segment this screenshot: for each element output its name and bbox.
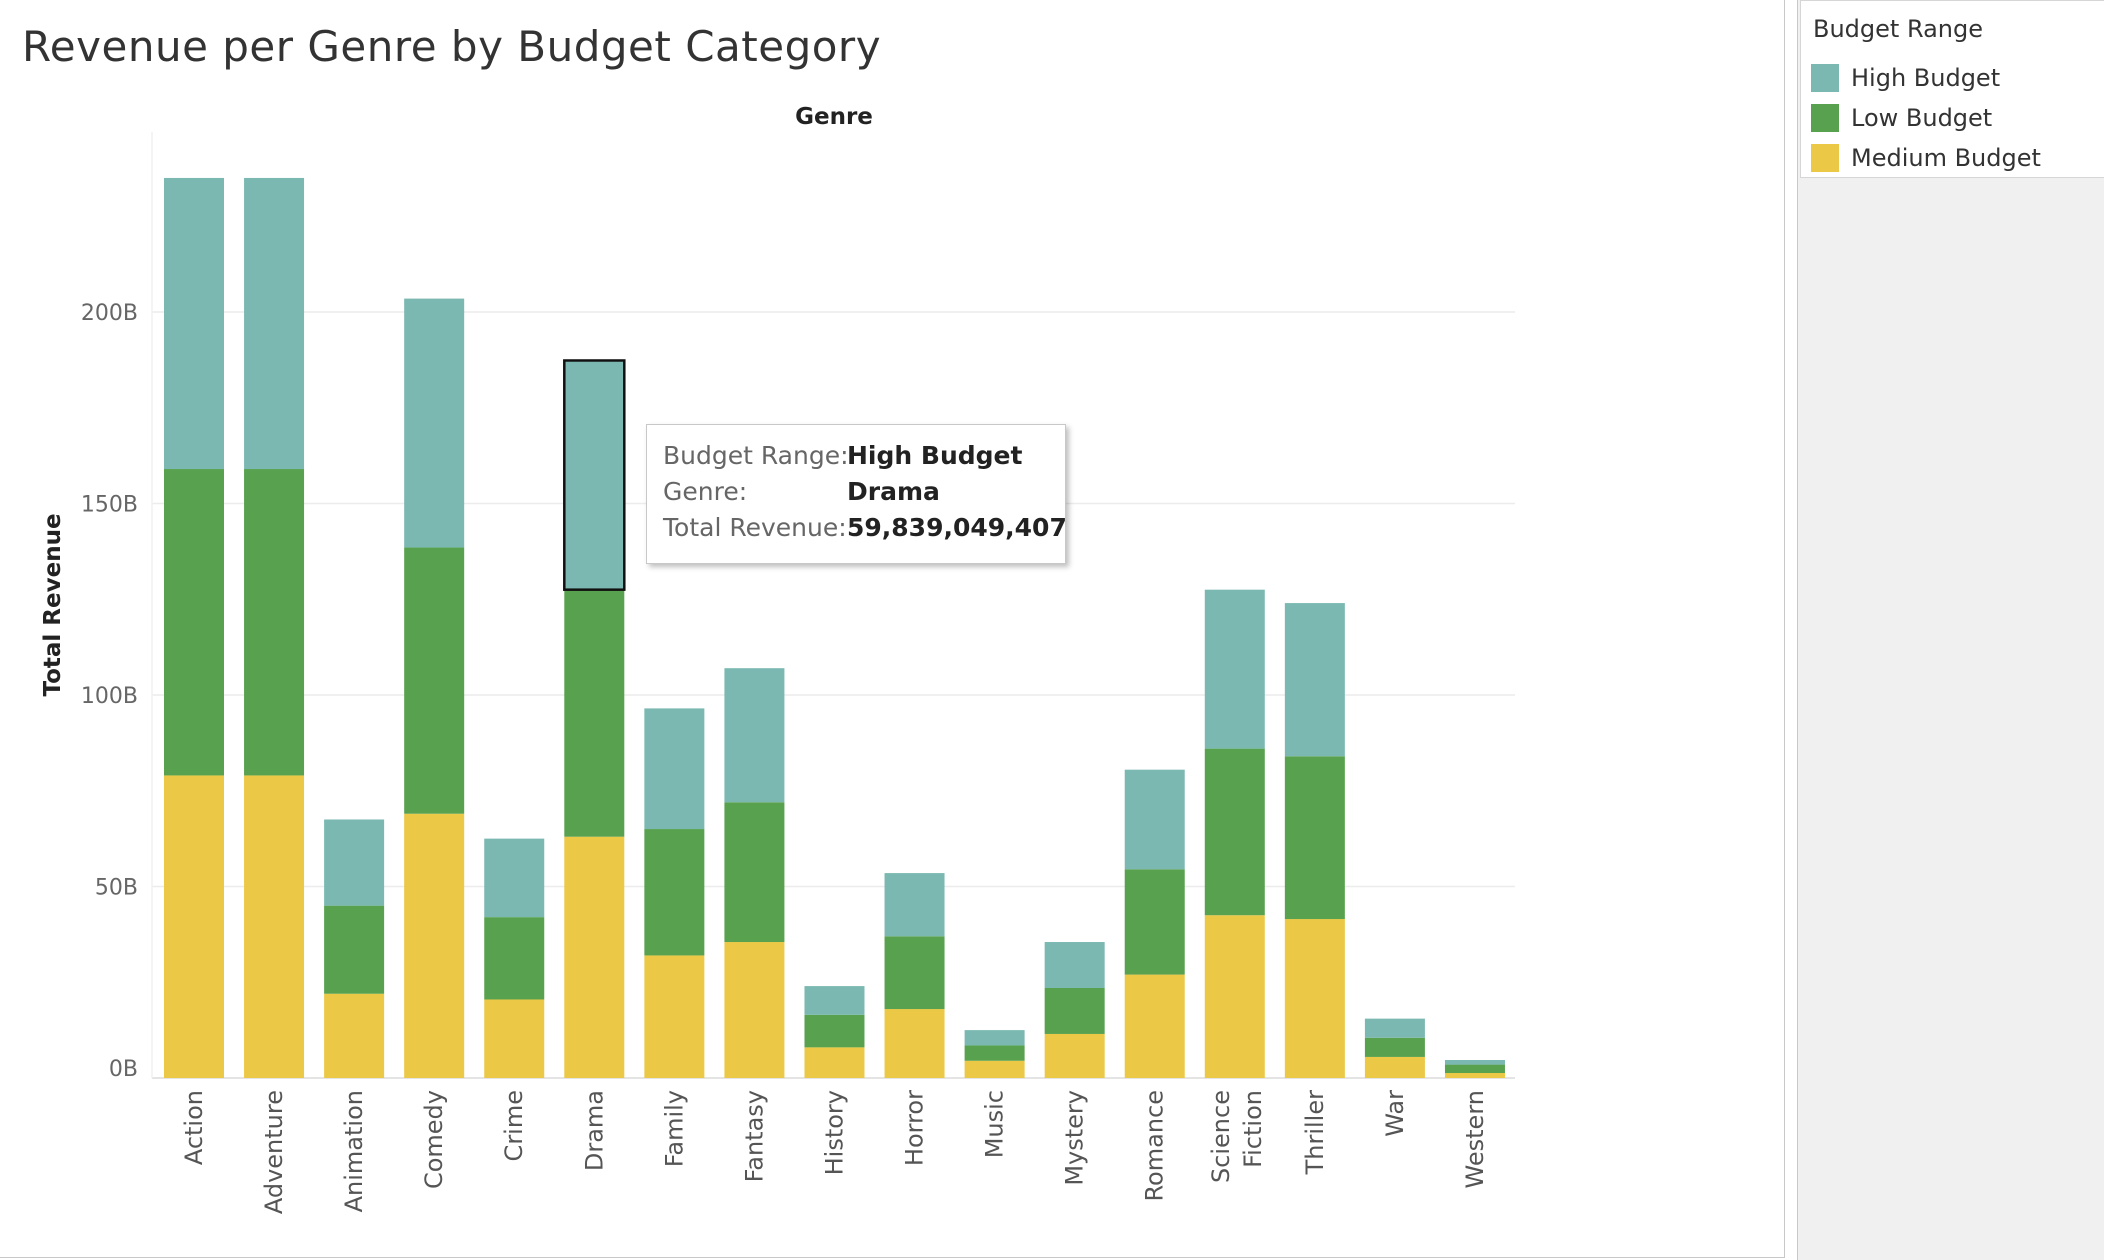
bar-segment[interactable] — [1124, 869, 1185, 975]
chart-title: Revenue per Genre by Budget Category — [22, 22, 882, 71]
x-tick-label: Adventure — [260, 1090, 288, 1214]
x-tick-label: Comedy — [420, 1090, 448, 1189]
x-tick-label: Crime — [500, 1090, 528, 1161]
legend-swatch — [1811, 144, 1839, 172]
tooltip-value: High Budget — [847, 441, 1023, 470]
bar-segment[interactable] — [644, 829, 705, 956]
bar-segment[interactable] — [1364, 1018, 1425, 1038]
bar-segment[interactable] — [324, 905, 385, 994]
tooltip-value: 59,839,049,407 — [847, 513, 1067, 542]
legend-item-medium-budget[interactable]: Medium Budget — [1811, 143, 2041, 173]
tooltip-key: Genre: — [663, 477, 748, 506]
x-tick-label: Drama — [580, 1090, 608, 1171]
y-tick-label: 150B — [81, 493, 138, 518]
x-tick-label-line: Fiction — [1239, 1090, 1267, 1168]
bar-segment[interactable] — [1044, 1033, 1105, 1078]
legend-label: High Budget — [1851, 64, 2001, 92]
bar-segment[interactable] — [1124, 769, 1185, 870]
tooltip-key: Budget Range: — [663, 441, 849, 470]
bar-segment[interactable] — [804, 1014, 865, 1048]
bar-segment[interactable] — [964, 1060, 1025, 1078]
bar-segment[interactable] — [564, 836, 625, 1078]
x-tick-label: Family — [660, 1090, 688, 1167]
x-tick-label: Western — [1461, 1090, 1489, 1188]
bar-segment[interactable] — [164, 469, 224, 776]
bar-segment[interactable] — [884, 936, 945, 1010]
bar-segment[interactable] — [244, 177, 305, 470]
x-tick-label: Mystery — [1061, 1090, 1089, 1186]
bar-segment[interactable] — [244, 775, 305, 1078]
legend-title: Budget Range — [1813, 15, 1984, 43]
bar-segment[interactable] — [1364, 1037, 1425, 1057]
bar-segment[interactable] — [644, 708, 705, 830]
bar-segment[interactable] — [804, 1047, 865, 1078]
bar-segment[interactable] — [1444, 1064, 1505, 1074]
bar-segment[interactable] — [1364, 1056, 1425, 1078]
x-tick-label: Science Fiction — [1207, 1090, 1267, 1183]
bar-segment[interactable] — [244, 469, 305, 776]
bar-segment[interactable] — [1204, 915, 1265, 1078]
legend-item-low-budget[interactable]: Low Budget — [1811, 103, 1992, 133]
bar-segment[interactable] — [484, 917, 545, 1000]
x-axis-title: Genre — [795, 104, 873, 130]
legend: Budget Range High Budget Low Budget Medi… — [1800, 0, 2104, 178]
bar-segment[interactable] — [1284, 919, 1345, 1078]
bar-segment[interactable] — [324, 819, 385, 906]
legend-label: Medium Budget — [1851, 144, 2041, 172]
x-tick-label: History — [820, 1090, 848, 1175]
bar-segment[interactable] — [884, 873, 945, 937]
x-tick-label: Action — [180, 1090, 208, 1165]
tooltip: Budget Range: High Budget Genre: Drama T… — [646, 424, 1067, 564]
legend-panel: Budget Range High Budget Low Budget Medi… — [1797, 0, 2104, 1260]
bar-segment[interactable] — [644, 955, 705, 1078]
bar-segment[interactable] — [404, 813, 465, 1078]
bar-segment[interactable] — [964, 1045, 1025, 1061]
bar-segment[interactable] — [404, 298, 465, 548]
x-tick-label: Horror — [901, 1090, 929, 1166]
bar-segment[interactable] — [1204, 748, 1265, 916]
bar-segment[interactable] — [724, 942, 785, 1078]
bar-segment[interactable] — [1124, 974, 1185, 1078]
bar-segment[interactable] — [324, 993, 385, 1078]
bar-segment[interactable] — [804, 986, 865, 1015]
bar-segment[interactable] — [484, 838, 545, 918]
bar-segment[interactable] — [563, 359, 626, 591]
bar-segment[interactable] — [724, 668, 785, 803]
legend-swatch — [1811, 104, 1839, 132]
x-tick-label: War — [1381, 1090, 1409, 1137]
legend-item-high-budget[interactable]: High Budget — [1811, 63, 2000, 93]
bar-segment[interactable] — [964, 1030, 1025, 1046]
bar-segment[interactable] — [404, 547, 465, 814]
x-tick-label: Fantasy — [740, 1090, 768, 1182]
legend-label: Low Budget — [1851, 104, 1993, 132]
tooltip-key: Total Revenue: — [663, 513, 847, 542]
bar-segment[interactable] — [164, 177, 224, 470]
y-tick-label: 0B — [109, 1057, 138, 1082]
bar-segment[interactable] — [1044, 942, 1105, 988]
x-tick-label: Music — [981, 1090, 1009, 1158]
bar-segment[interactable] — [1284, 603, 1345, 757]
y-tick-label: 200B — [81, 301, 138, 326]
bar-segment[interactable] — [1284, 756, 1345, 920]
bar-segment[interactable] — [884, 1009, 945, 1078]
bar-segment[interactable] — [484, 999, 545, 1078]
bar-segment[interactable] — [1044, 987, 1105, 1034]
y-axis-title: Total Revenue — [40, 513, 66, 696]
y-tick-label: 100B — [81, 684, 138, 709]
x-tick-label: Romance — [1141, 1090, 1169, 1202]
x-tick-label: Animation — [340, 1090, 368, 1212]
y-tick-label: 50B — [95, 876, 138, 901]
x-tick-label: Thriller — [1301, 1090, 1329, 1176]
tooltip-value: Drama — [847, 477, 940, 506]
bar-segment[interactable] — [164, 775, 224, 1078]
bar-segment[interactable] — [724, 802, 785, 943]
bar-segment[interactable] — [1444, 1073, 1505, 1078]
bar-segment[interactable] — [1444, 1059, 1505, 1065]
stacked-bar-chart: 0B 50B 100B 150B 200B Genre Total Revenue Actio… — [40, 104, 1515, 1214]
chart-area: Revenue per Genre by Budget Category 0B 5… — [0, 0, 1785, 1258]
x-tick-label-line: Science — [1207, 1090, 1235, 1183]
bar-segment[interactable] — [1204, 589, 1265, 749]
legend-swatch — [1811, 64, 1839, 92]
bar-segment[interactable] — [564, 589, 625, 837]
